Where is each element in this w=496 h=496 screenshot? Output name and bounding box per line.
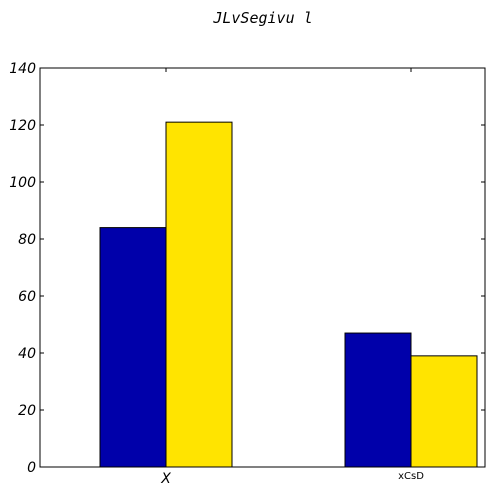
chart-title: JLvSegivu l	[212, 9, 312, 27]
x-tick-label: xCsD	[398, 471, 424, 482]
y-tick-label: 40	[18, 346, 36, 362]
y-tick-label: 0	[27, 460, 36, 476]
y-tick-label: 140	[9, 61, 36, 77]
y-tick-label: 20	[18, 403, 36, 419]
y-tick-label: 60	[18, 289, 36, 305]
bar-series-1-1	[410, 355, 478, 468]
bar-series-0-0	[99, 227, 167, 468]
y-tick-label: 100	[9, 175, 36, 191]
plot-frame	[39, 67, 486, 468]
bar-series-1-0	[165, 121, 233, 468]
bar-series-0-1	[344, 332, 412, 468]
bars-group	[99, 121, 478, 468]
y-tick-label: 80	[18, 232, 36, 248]
y-axis: 0 20 40 60 80 100 120 140	[9, 61, 485, 476]
y-tick-label: 120	[9, 118, 36, 134]
x-tick-label: X	[160, 471, 171, 487]
